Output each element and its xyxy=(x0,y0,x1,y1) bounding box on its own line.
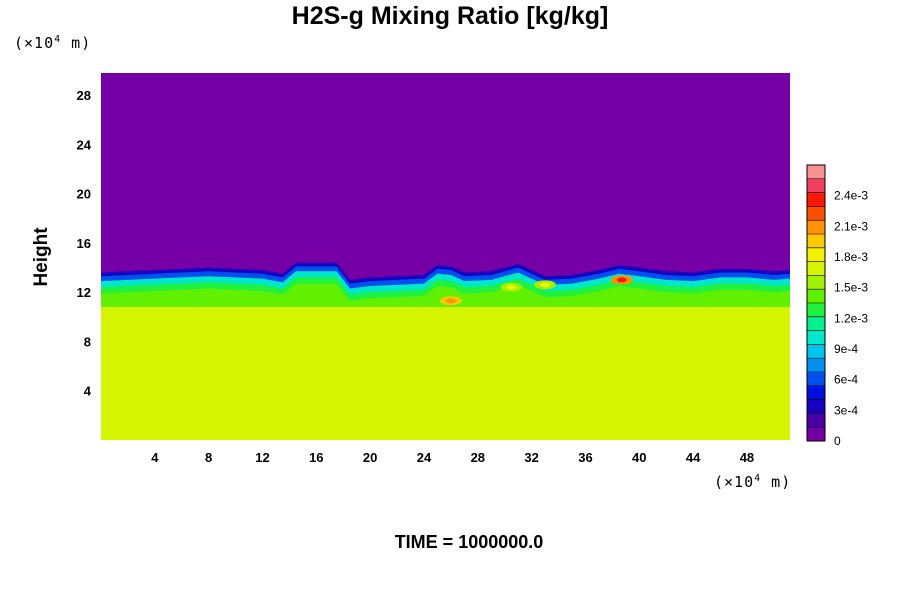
colorbar-segment xyxy=(807,330,825,345)
colorbar-tick-label: 6e-4 xyxy=(834,373,858,387)
colorbar-segment xyxy=(807,316,825,332)
colorbar-segment xyxy=(807,358,825,373)
hotspot-core xyxy=(540,282,551,288)
colorbar-segment xyxy=(807,206,825,221)
colorbar-segment xyxy=(807,303,825,318)
x-tick-label: 32 xyxy=(524,450,538,465)
x-tick-label: 4 xyxy=(151,450,159,465)
x-tick-label: 48 xyxy=(740,450,754,465)
interface-band xyxy=(101,283,790,307)
y-tick-label: 16 xyxy=(77,236,91,251)
y-axis-ticks: 4 8 12 16 20 24 28 xyxy=(77,88,92,399)
colorbar-segment xyxy=(807,275,825,290)
colorbar-segment xyxy=(807,344,825,359)
x-tick-label: 36 xyxy=(578,450,592,465)
colorbar-segment xyxy=(807,427,825,442)
y-tick-label: 24 xyxy=(77,137,92,152)
lower-layer xyxy=(101,306,790,440)
colorbar-tick-label: 0 xyxy=(834,434,841,448)
hotspot-core xyxy=(616,277,627,283)
plot-area xyxy=(101,73,790,440)
colorbar: 0 3e-4 6e-4 9e-4 1.2e-3 1.5e-3 1.8e-3 2.1e-3 2.4… xyxy=(806,164,868,448)
x-tick-label: 40 xyxy=(632,450,646,465)
y-tick-label: 20 xyxy=(77,187,91,202)
hotspot-core xyxy=(445,298,456,304)
x-tick-label: 20 xyxy=(363,450,377,465)
colorbar-tick-label: 1.2e-3 xyxy=(834,311,868,325)
y-axis-unit: (×104 m) xyxy=(14,34,92,52)
colorbar-segment xyxy=(807,178,825,194)
x-tick-label: 16 xyxy=(309,450,323,465)
colorbar-tick-label: 2.1e-3 xyxy=(834,219,868,233)
colorbar-segment xyxy=(807,372,825,387)
colorbar-segment xyxy=(807,289,825,304)
colorbar-segment xyxy=(807,234,825,249)
chart-title: H2S-g Mixing Ratio [kg/kg] xyxy=(291,2,609,30)
colorbar-tick-label: 2.4e-3 xyxy=(834,189,868,203)
x-tick-label: 28 xyxy=(471,450,485,465)
y-tick-label: 12 xyxy=(77,285,91,300)
colorbar-segment xyxy=(807,413,825,428)
colorbar-segment xyxy=(807,261,825,276)
x-axis-ticks: 4 8 12 16 20 24 28 32 36 40 44 48 xyxy=(151,450,754,465)
x-tick-label: 44 xyxy=(686,450,701,465)
colorbar-segment xyxy=(807,192,825,207)
colorbar-segment xyxy=(807,247,825,263)
colorbar-segment xyxy=(807,399,825,414)
colorbar-tick-label: 1.5e-3 xyxy=(834,281,868,295)
colorbar-frame xyxy=(806,164,826,442)
x-tick-label: 12 xyxy=(255,450,269,465)
colorbar-segment xyxy=(807,385,825,401)
x-tick-label: 24 xyxy=(417,450,432,465)
y-tick-label: 4 xyxy=(84,384,92,399)
x-tick-label: 8 xyxy=(205,450,212,465)
time-label: TIME = 1000000.0 xyxy=(394,532,544,552)
colorbar-tick-label: 1.8e-3 xyxy=(834,250,868,264)
hotspot-core xyxy=(506,284,517,290)
colorbar-segment xyxy=(807,165,825,180)
y-tick-label: 8 xyxy=(84,334,91,349)
colorbar-tick-label: 9e-4 xyxy=(834,342,858,356)
colorbar-segment xyxy=(807,220,825,235)
y-tick-label: 28 xyxy=(77,88,91,103)
x-axis-unit: (×104 m) xyxy=(714,473,792,491)
colorbar-tick-label: 3e-4 xyxy=(834,403,858,417)
